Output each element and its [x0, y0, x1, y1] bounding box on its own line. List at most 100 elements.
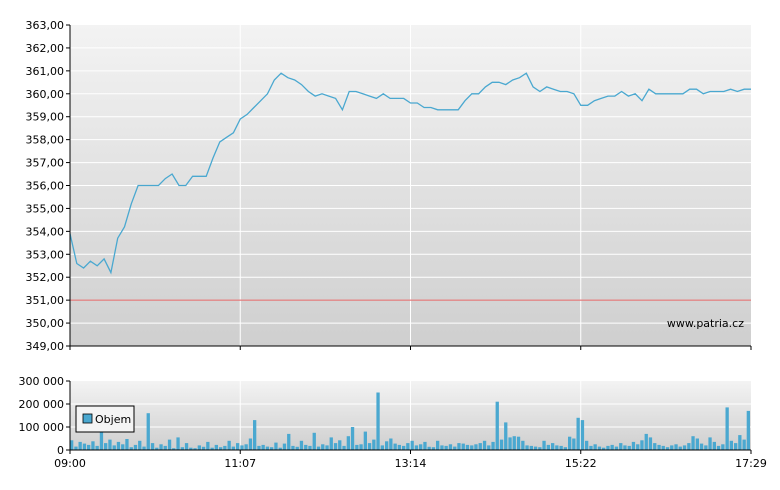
volume-bar	[227, 440, 231, 450]
volume-bar	[329, 437, 333, 450]
volume-bar	[355, 444, 359, 450]
volume-bar	[146, 413, 150, 450]
volume-bar	[376, 392, 380, 450]
volume-bar	[129, 447, 133, 450]
price-series-line	[69, 72, 751, 275]
volume-bar	[333, 443, 338, 450]
x-tick-label: 13:14	[395, 457, 427, 470]
volume-bar	[155, 447, 159, 450]
volume-bar	[406, 443, 410, 450]
x-tick-label: 11:07	[224, 457, 256, 470]
volume-bar	[457, 443, 461, 450]
volume-bar	[316, 446, 321, 450]
legend-label: Objem	[95, 413, 131, 426]
price-panel: 363,00 362,00 361,00 360,00 359,00 358,00 357,…	[26, 19, 752, 353]
volume-bar	[742, 439, 746, 450]
volume-bar	[159, 444, 163, 451]
volume-bar	[602, 447, 606, 450]
volume-bar	[240, 445, 244, 450]
volume-bar	[350, 427, 355, 450]
volume-grid	[70, 381, 751, 450]
volume-bar	[640, 440, 644, 450]
volume-bar	[627, 445, 631, 450]
volume-bar	[512, 436, 516, 450]
volume-bar	[295, 446, 299, 450]
volume-bar	[444, 445, 448, 450]
volume-bar	[95, 445, 99, 450]
price-y-tick-label: 349,00	[26, 340, 65, 353]
volume-bar	[423, 441, 427, 450]
volume-bar	[546, 444, 550, 450]
price-y-tick-label: 351,00	[26, 294, 65, 307]
volume-bar	[721, 444, 725, 451]
volume-bar	[367, 443, 372, 450]
volume-bar	[665, 447, 670, 450]
volume-bar	[125, 439, 129, 450]
volume-bar	[538, 447, 542, 450]
volume-bar	[708, 437, 712, 450]
volume-bar	[121, 444, 125, 451]
volume-bar	[529, 445, 533, 450]
volume-bar	[704, 445, 708, 450]
volume-bar	[648, 437, 653, 450]
watermark: www.patria.cz	[667, 317, 744, 330]
volume-bar	[142, 446, 146, 450]
volume-bar	[687, 443, 691, 450]
volume-bar	[631, 441, 636, 450]
volume-bar	[248, 438, 253, 450]
volume-bar	[482, 440, 487, 450]
volume-bar	[533, 446, 538, 450]
volume-bar	[572, 438, 576, 450]
volume-bar	[644, 433, 648, 450]
volume-bar	[210, 447, 214, 450]
volume-bar	[274, 442, 278, 450]
volume-y-axis: 300 000 200 000 100 000 0	[19, 375, 70, 457]
price-y-axis: 363,00 362,00 361,00 360,00 359,00 358,00 357,…	[26, 19, 70, 353]
volume-bar	[278, 447, 282, 450]
volume-bar	[619, 443, 623, 450]
volume-bar	[112, 445, 116, 450]
volume-bar	[431, 447, 436, 450]
volume-bar	[670, 445, 674, 450]
volume-bar	[491, 441, 495, 450]
volume-bar	[551, 443, 555, 450]
volume-bar	[623, 445, 627, 450]
volume-bar	[282, 443, 287, 450]
price-y-tick-label: 360,00	[26, 88, 65, 101]
volume-y-tick-label: 0	[57, 444, 64, 457]
price-x-ticks	[69, 346, 752, 350]
volume-bar	[516, 436, 521, 450]
volume-bar	[636, 444, 640, 451]
volume-bar	[172, 448, 176, 450]
volume-bar	[674, 444, 678, 451]
volume-bar	[576, 417, 580, 450]
price-y-tick-label: 350,00	[26, 317, 65, 330]
volume-bar	[568, 436, 572, 450]
volume-bar	[487, 445, 491, 450]
volume-bar	[474, 444, 478, 451]
volume-bar	[244, 444, 248, 451]
volume-bar	[716, 445, 721, 450]
volume-bar	[746, 410, 750, 450]
volume-bar	[521, 440, 525, 450]
volume-bar	[402, 445, 406, 450]
volume-bar	[180, 447, 184, 450]
volume-bar	[325, 445, 329, 450]
volume-bar	[99, 431, 104, 450]
volume-bar	[342, 445, 346, 450]
volume-y-tick-label: 100 000	[19, 421, 65, 434]
volume-bar	[308, 445, 312, 450]
volume-y-tick-label: 200 000	[19, 398, 65, 411]
volume-bar	[231, 446, 235, 450]
volume-bar	[563, 447, 567, 450]
volume-bar	[712, 441, 716, 450]
volume-bar	[104, 443, 108, 450]
volume-bar	[419, 444, 423, 451]
volume-bar	[525, 445, 529, 450]
volume-bar	[346, 436, 350, 450]
volume-bar	[614, 446, 619, 450]
volume-bar	[223, 445, 227, 450]
volume-bar	[725, 407, 729, 450]
volume-bar	[219, 447, 223, 450]
